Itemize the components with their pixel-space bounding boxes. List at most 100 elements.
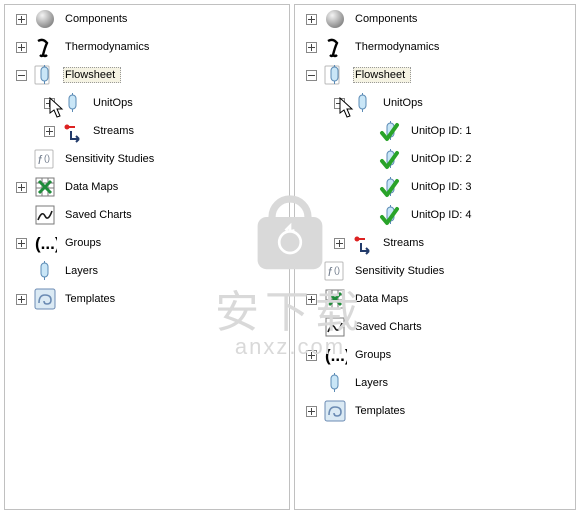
tree-label[interactable]: Streams	[91, 123, 140, 139]
unitop_ok-icon	[377, 173, 405, 201]
node-datamaps[interactable]: Data Maps	[5, 173, 289, 201]
datamaps-icon	[31, 173, 59, 201]
node-layers[interactable]: Layers	[5, 257, 289, 285]
streams-icon	[349, 229, 377, 257]
unitops-icon	[349, 89, 377, 117]
expander-minus-icon[interactable]	[334, 98, 345, 109]
flowsheet-icon	[31, 61, 59, 89]
tree-label[interactable]: Groups	[63, 235, 107, 251]
datamaps-icon	[321, 285, 349, 313]
node-thermodynamics[interactable]: Thermodynamics	[295, 33, 575, 61]
templates-icon	[321, 397, 349, 425]
tree-label[interactable]: Sensitivity Studies	[353, 263, 450, 279]
node-unitop-1[interactable]: UnitOp ID: 1	[295, 117, 575, 145]
tree-label[interactable]: Flowsheet	[353, 67, 411, 83]
expander-plus-icon[interactable]	[306, 350, 317, 361]
expander-plus-icon[interactable]	[306, 14, 317, 25]
layers-icon	[31, 257, 59, 285]
sphere-icon	[321, 5, 349, 33]
node-templates[interactable]: Templates	[295, 397, 575, 425]
expander-plus-icon[interactable]	[306, 406, 317, 417]
node-unitop-3[interactable]: UnitOp ID: 3	[295, 173, 575, 201]
tree-label[interactable]: Components	[63, 11, 133, 27]
charts-icon	[31, 201, 59, 229]
node-flowsheet[interactable]: Flowsheet	[295, 61, 575, 89]
tree-label[interactable]: UnitOp ID: 4	[409, 207, 478, 223]
tree-label[interactable]: Saved Charts	[353, 319, 428, 335]
tree-label[interactable]: Data Maps	[63, 179, 124, 195]
tree-label[interactable]: Thermodynamics	[63, 39, 155, 55]
node-streams[interactable]: Streams	[5, 117, 289, 145]
expander-plus-icon[interactable]	[16, 182, 27, 193]
node-streams[interactable]: Streams	[295, 229, 575, 257]
expander-minus-icon[interactable]	[16, 70, 27, 81]
tree-label[interactable]: Data Maps	[353, 291, 414, 307]
groups-icon: (...)	[31, 229, 59, 257]
tree-label[interactable]: Groups	[353, 347, 397, 363]
expander-plus-icon[interactable]	[16, 14, 27, 25]
node-datamaps[interactable]: Data Maps	[295, 285, 575, 313]
tree-label[interactable]: Flowsheet	[63, 67, 121, 83]
streams-icon	[59, 117, 87, 145]
node-sensitivity[interactable]: f ()Sensitivity Studies	[5, 145, 289, 173]
node-thermodynamics[interactable]: Thermodynamics	[5, 33, 289, 61]
tree-label[interactable]: Streams	[381, 235, 430, 251]
node-unitop-4[interactable]: UnitOp ID: 4	[295, 201, 575, 229]
sensitivity-icon: f ()	[31, 145, 59, 173]
tree-label[interactable]: Saved Charts	[63, 207, 138, 223]
expander-plus-icon[interactable]	[334, 238, 345, 249]
sphere-icon	[31, 5, 59, 33]
tree-label[interactable]: UnitOp ID: 2	[409, 151, 478, 167]
node-sensitivity[interactable]: f ()Sensitivity Studies	[295, 257, 575, 285]
charts-icon	[321, 313, 349, 341]
tree-label[interactable]: UnitOp ID: 1	[409, 123, 478, 139]
expander-plus-icon[interactable]	[306, 42, 317, 53]
unitops-icon	[59, 89, 87, 117]
node-unitop-2[interactable]: UnitOp ID: 2	[295, 145, 575, 173]
unitop_ok-icon	[377, 201, 405, 229]
expander-plus-icon[interactable]	[16, 294, 27, 305]
gamma-icon	[31, 33, 59, 61]
svg-text:(): ()	[44, 153, 50, 163]
node-templates[interactable]: Templates	[5, 285, 289, 313]
tree-panel-right: Components Thermodynamics Flowsheet UnitOps…	[294, 4, 576, 510]
expander-minus-icon[interactable]	[306, 70, 317, 81]
tree-label[interactable]: Components	[353, 11, 423, 27]
expander-plus-icon[interactable]	[44, 98, 55, 109]
node-savedcharts[interactable]: Saved Charts	[5, 201, 289, 229]
node-components[interactable]: Components	[295, 5, 575, 33]
sensitivity-icon: f ()	[321, 257, 349, 285]
templates-icon	[31, 285, 59, 313]
node-groups[interactable]: (...) Groups	[295, 341, 575, 369]
tree-label[interactable]: UnitOps	[381, 95, 429, 111]
tree-label[interactable]: Thermodynamics	[353, 39, 445, 55]
node-savedcharts[interactable]: Saved Charts	[295, 313, 575, 341]
tree-label[interactable]: Sensitivity Studies	[63, 151, 160, 167]
expander-plus-icon[interactable]	[306, 294, 317, 305]
tree-label[interactable]: Templates	[353, 403, 411, 419]
node-layers[interactable]: Layers	[295, 369, 575, 397]
tree-label[interactable]: Templates	[63, 291, 121, 307]
unitop_ok-icon	[377, 145, 405, 173]
expander-plus-icon[interactable]	[16, 238, 27, 249]
tree-label[interactable]: UnitOps	[91, 95, 139, 111]
node-components[interactable]: Components	[5, 5, 289, 33]
svg-text:(...): (...)	[325, 346, 347, 365]
node-groups[interactable]: (...) Groups	[5, 229, 289, 257]
tree-label[interactable]: UnitOp ID: 3	[409, 179, 478, 195]
tree-label[interactable]: Layers	[353, 375, 394, 391]
svg-text:(...): (...)	[35, 234, 57, 253]
tree-label[interactable]: Layers	[63, 263, 104, 279]
tree-panel-left: Components Thermodynamics Flowsheet UnitOps…	[4, 4, 290, 510]
node-unitops[interactable]: UnitOps	[5, 89, 289, 117]
node-flowsheet[interactable]: Flowsheet	[5, 61, 289, 89]
node-unitops[interactable]: UnitOps	[295, 89, 575, 117]
unitop_ok-icon	[377, 117, 405, 145]
gamma-icon	[321, 33, 349, 61]
expander-plus-icon[interactable]	[44, 126, 55, 137]
expander-plus-icon[interactable]	[16, 42, 27, 53]
groups-icon: (...)	[321, 341, 349, 369]
svg-text:(): ()	[334, 265, 340, 275]
flowsheet-icon	[321, 61, 349, 89]
layers-icon	[321, 369, 349, 397]
